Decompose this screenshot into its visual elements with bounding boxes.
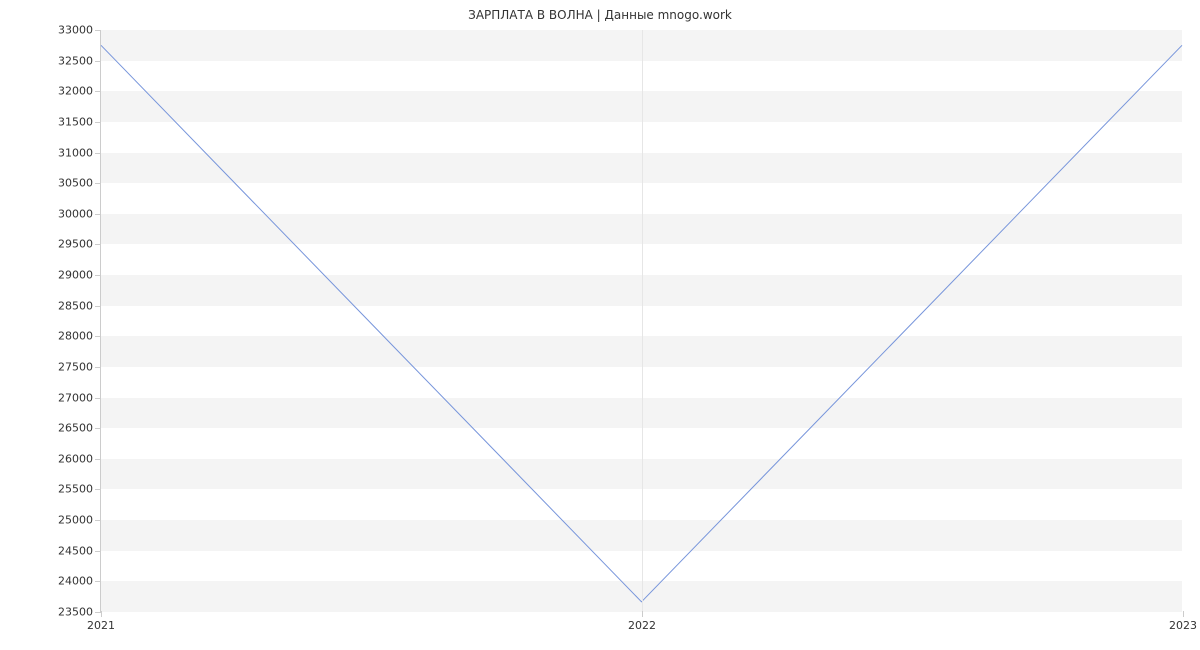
y-tick-mark bbox=[95, 153, 101, 154]
y-tick-mark bbox=[95, 275, 101, 276]
y-tick-mark bbox=[95, 459, 101, 460]
y-tick-mark bbox=[95, 428, 101, 429]
y-tick-mark bbox=[95, 367, 101, 368]
y-tick-mark bbox=[95, 398, 101, 399]
y-tick-mark bbox=[95, 336, 101, 337]
x-gridline bbox=[642, 30, 643, 611]
x-tick-mark bbox=[642, 611, 643, 617]
plot-area: 2350024000245002500025500260002650027000… bbox=[100, 30, 1182, 612]
y-tick-mark bbox=[95, 581, 101, 582]
y-tick-mark bbox=[95, 183, 101, 184]
y-tick-mark bbox=[95, 61, 101, 62]
y-tick-mark bbox=[95, 306, 101, 307]
y-tick-mark bbox=[95, 30, 101, 31]
chart-title: ЗАРПЛАТА В ВОЛНА | Данные mnogo.work bbox=[0, 8, 1200, 22]
y-tick-mark bbox=[95, 551, 101, 552]
y-tick-mark bbox=[95, 489, 101, 490]
salary-line-chart: ЗАРПЛАТА В ВОЛНА | Данные mnogo.work 235… bbox=[0, 0, 1200, 650]
y-tick-mark bbox=[95, 520, 101, 521]
y-tick-mark bbox=[95, 122, 101, 123]
x-tick-mark bbox=[1183, 611, 1184, 617]
x-tick-mark bbox=[101, 611, 102, 617]
y-tick-mark bbox=[95, 91, 101, 92]
y-tick-mark bbox=[95, 214, 101, 215]
y-tick-mark bbox=[95, 244, 101, 245]
